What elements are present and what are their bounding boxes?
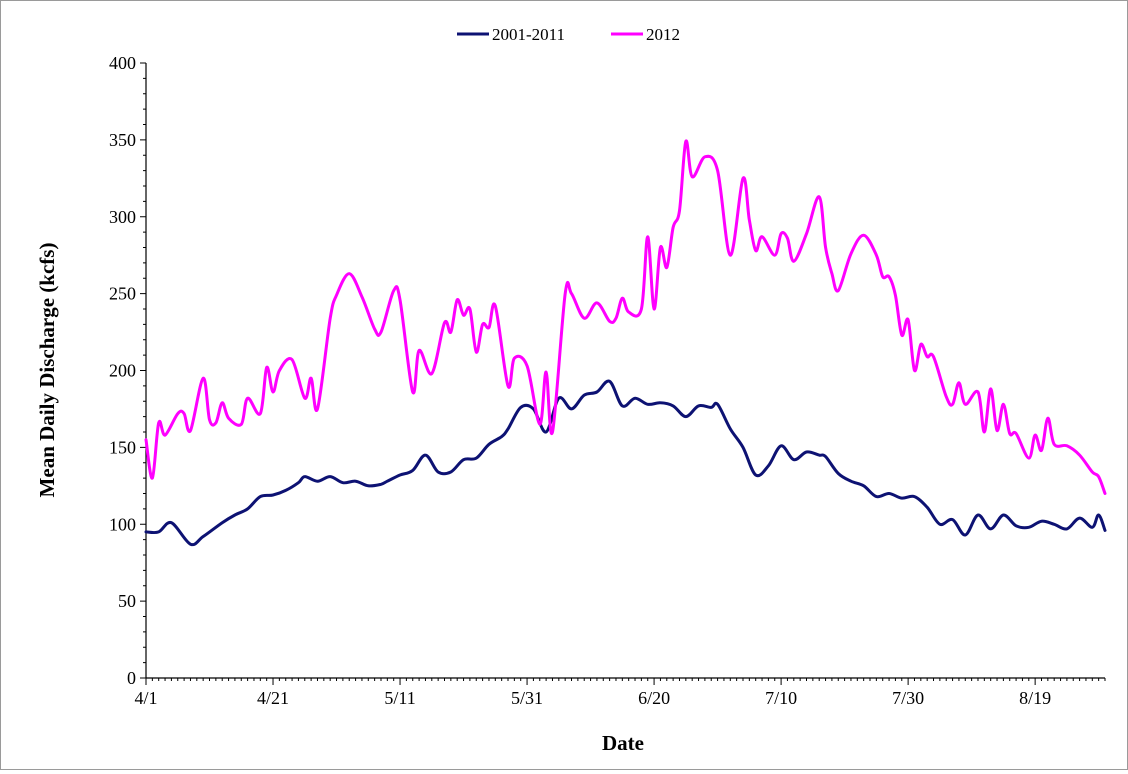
y-tick-label: 400 — [109, 53, 136, 73]
y-axis-title: Mean Daily Discharge (kcfs) — [35, 243, 59, 498]
x-tick-label: 5/11 — [384, 688, 415, 708]
y-tick-label: 100 — [109, 514, 136, 534]
x-tick-label: 6/20 — [638, 688, 670, 708]
series-line-2001-2011 — [144, 379, 1107, 547]
legend: 2001-2011 2012 — [457, 25, 680, 44]
y-tick-label: 250 — [109, 284, 136, 304]
y-ticks: 0 50 100 150 200 250 300 350 400 — [109, 53, 146, 688]
series-layer — [144, 139, 1107, 547]
x-tick-label: 4/1 — [134, 688, 157, 708]
series-line-2012 — [144, 139, 1107, 495]
y-tick-label: 50 — [118, 591, 136, 611]
x-tick-label: 7/30 — [892, 688, 924, 708]
x-tick-label: 8/19 — [1019, 688, 1051, 708]
axes: 0 50 100 150 200 250 300 350 400 4/1 4/21 5/11 5/31… — [109, 53, 1106, 708]
x-axis-title: Date — [602, 731, 644, 755]
y-tick-label: 200 — [109, 361, 136, 381]
y-tick-label: 350 — [109, 130, 136, 150]
legend-label-2012: 2012 — [646, 25, 680, 44]
y-tick-label: 0 — [127, 668, 136, 688]
legend-label-2001-2011: 2001-2011 — [492, 25, 565, 44]
y-tick-label: 300 — [109, 207, 136, 227]
y-tick-label: 150 — [109, 437, 136, 457]
x-tick-label: 4/21 — [257, 688, 289, 708]
x-ticks: 4/1 4/21 5/11 5/31 6/20 7/10 7/30 8/19 — [134, 678, 1106, 708]
x-tick-label: 7/10 — [765, 688, 797, 708]
x-tick-label: 5/31 — [511, 688, 543, 708]
